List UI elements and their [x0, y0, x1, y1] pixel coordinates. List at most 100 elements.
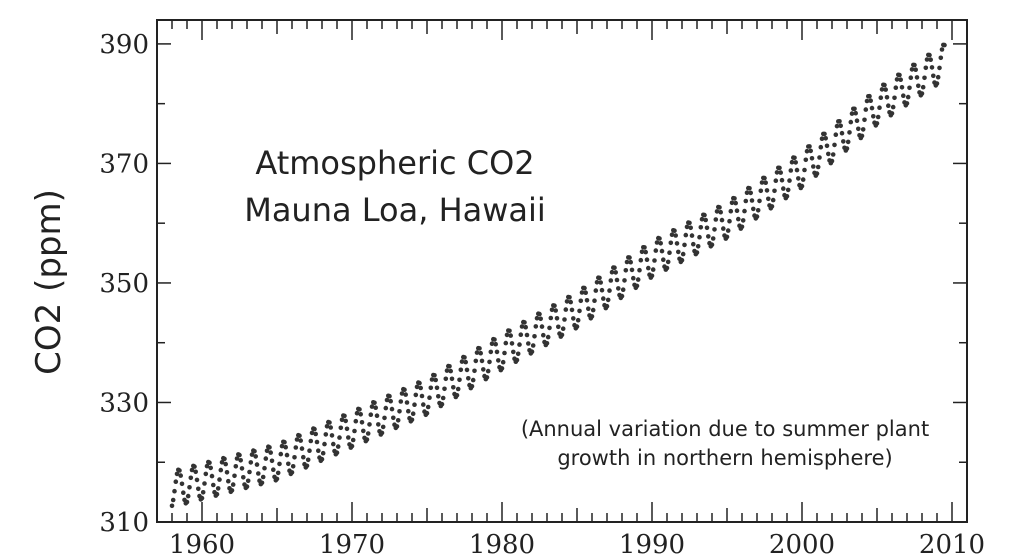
data-point: [334, 450, 340, 456]
data-point: [233, 464, 239, 469]
data-point: [335, 444, 341, 449]
data-point: [931, 73, 936, 79]
data-point: [784, 194, 790, 199]
data-point: [644, 257, 650, 263]
data-point: [604, 303, 610, 309]
data-point: [770, 197, 776, 203]
data-point: [526, 341, 531, 346]
data-point: [304, 463, 310, 469]
data-point: [586, 306, 591, 312]
data-point: [710, 236, 716, 241]
data-point: [184, 499, 190, 505]
data-point: [427, 395, 432, 401]
data-point: [494, 349, 500, 355]
data-point: [320, 450, 326, 456]
y-axis-label: CO2 (ppm): [29, 189, 69, 375]
data-point: [419, 393, 425, 399]
data-point: [924, 57, 930, 62]
data-point: [316, 448, 321, 454]
data-point: [869, 105, 875, 111]
data-point: [691, 241, 696, 247]
data-point: [260, 474, 266, 480]
data-point: [616, 286, 621, 291]
data-point: [579, 290, 585, 295]
data-point: [350, 437, 356, 443]
data-point: [676, 249, 681, 255]
data-point: [594, 280, 600, 285]
data-point: [383, 405, 389, 411]
data-point: [879, 87, 885, 92]
data-point: [639, 249, 645, 255]
data-point: [739, 224, 745, 230]
data-point: [252, 449, 257, 454]
data-point: [743, 198, 749, 204]
data-point: [899, 85, 905, 90]
data-point: [178, 473, 183, 478]
data-point: [376, 422, 381, 427]
data-point: [822, 131, 827, 137]
data-point: [539, 324, 545, 329]
data-point: [286, 461, 291, 467]
data-point: [680, 251, 686, 257]
data-point: [203, 471, 209, 477]
y-tick-label: 350: [99, 269, 149, 299]
data-point: [815, 164, 821, 170]
data-point: [209, 473, 215, 479]
data-point: [582, 285, 587, 291]
data-point: [439, 401, 445, 407]
data-point: [410, 411, 416, 417]
data-point: [255, 471, 261, 476]
data-point: [181, 490, 186, 496]
data-point: [848, 119, 854, 125]
data-point: [794, 167, 800, 173]
data-point: [612, 265, 617, 271]
data-point: [454, 393, 460, 398]
data-point: [593, 288, 599, 293]
data-point: [609, 269, 615, 275]
data-point: [578, 298, 584, 304]
data-point: [322, 441, 327, 447]
data-point: [238, 458, 243, 463]
data-point: [657, 236, 662, 241]
data-point: [192, 464, 197, 469]
data-point: [324, 424, 330, 429]
data-point: [635, 277, 641, 282]
data-point: [398, 399, 404, 404]
data-point: [278, 451, 284, 457]
data-point: [559, 332, 565, 338]
data-point: [434, 385, 440, 391]
data-point: [473, 358, 479, 364]
data-point: [496, 358, 501, 363]
data-point: [923, 65, 929, 71]
data-point: [519, 324, 525, 329]
data-point: [638, 257, 644, 263]
data-point: [809, 156, 815, 161]
data-point: [818, 144, 824, 150]
data-point: [298, 438, 304, 443]
data-point: [800, 177, 806, 182]
data-point: [909, 67, 915, 72]
data-point: [725, 228, 731, 233]
data-point: [199, 495, 205, 501]
y-tick-label: 310: [99, 508, 149, 538]
data-point: [217, 477, 222, 482]
data-point: [928, 57, 933, 62]
data-point: [914, 75, 920, 80]
data-point: [436, 394, 441, 399]
data-point: [442, 386, 447, 392]
data-point: [268, 450, 274, 455]
data-point: [202, 481, 207, 486]
data-point: [549, 307, 555, 313]
data-point: [204, 463, 210, 469]
data-point: [757, 198, 762, 204]
data-point: [487, 359, 492, 365]
data-point: [293, 445, 299, 450]
data-point: [277, 461, 282, 467]
data-point: [380, 424, 386, 430]
data-point: [522, 320, 527, 325]
data-point: [883, 87, 888, 92]
data-point: [457, 377, 462, 383]
data-point: [229, 488, 235, 493]
x-tick-label: 2010: [919, 530, 985, 558]
data-point: [755, 208, 761, 213]
